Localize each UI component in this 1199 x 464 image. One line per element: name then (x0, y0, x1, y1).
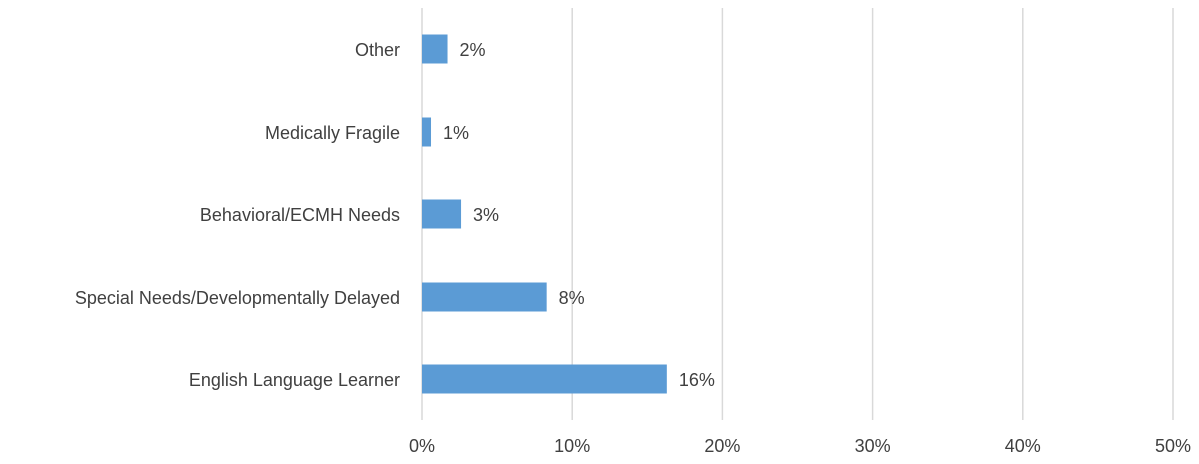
category-label-medically-fragile: Medically Fragile (265, 123, 400, 143)
data-label-special-needs-developmentally-delayed: 8% (559, 288, 585, 308)
bar-english-language-learner (422, 364, 667, 394)
x-tick-label-0: 0% (409, 436, 435, 456)
data-label-medically-fragile: 1% (443, 123, 469, 143)
x-tick-label-20: 20% (704, 436, 740, 456)
data-label-other: 2% (460, 40, 486, 60)
x-tick-label-40: 40% (1005, 436, 1041, 456)
data-label-behavioral-ecmh-needs: 3% (473, 205, 499, 225)
data-label-english-language-learner: 16% (679, 370, 715, 390)
category-label-special-needs-developmentally-delayed: Special Needs/Developmentally Delayed (75, 288, 400, 308)
category-label-other: Other (355, 40, 400, 60)
data-labels: 2% 1% 3% 8% 16% (443, 40, 715, 390)
x-tick-label-50: 50% (1155, 436, 1191, 456)
bar-other (422, 34, 448, 64)
x-tick-label-10: 10% (554, 436, 590, 456)
category-label-english-language-learner: English Language Learner (189, 370, 400, 390)
gridlines (421, 8, 1174, 420)
category-label-behavioral-ecmh-needs: Behavioral/ECMH Needs (200, 205, 400, 225)
bar-medically-fragile (422, 117, 432, 147)
bars (422, 34, 667, 394)
bar-special-needs-developmentally-delayed (422, 282, 547, 312)
category-labels: Other Medically Fragile Behavioral/ECMH Ne… (75, 40, 400, 390)
x-axis-tick-labels: 0% 10% 20% 30% 40% 50% (409, 436, 1191, 456)
x-tick-label-30: 30% (855, 436, 891, 456)
bar-behavioral-ecmh-needs (422, 199, 462, 229)
